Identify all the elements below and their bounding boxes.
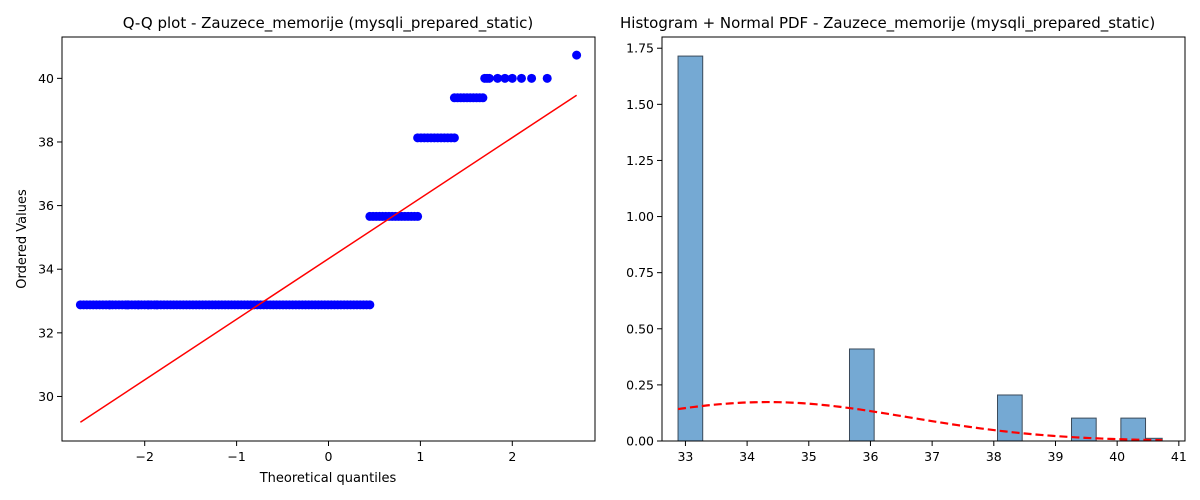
qq-point bbox=[478, 93, 488, 103]
histogram-y-tick-label: 1.75 bbox=[626, 41, 654, 56]
histogram-x-tick-label: 38 bbox=[986, 449, 1002, 464]
histogram-x-tick-label: 33 bbox=[677, 449, 693, 464]
qq-y-tick-label: 36 bbox=[38, 198, 54, 213]
histogram-x-tick-label: 39 bbox=[1048, 449, 1064, 464]
histogram-y-tick-label: 0.75 bbox=[626, 265, 654, 280]
histogram-y-ticks: 0.00 0.25 0.50 0.75 1.00 1.25 1.50 1.75 bbox=[626, 41, 662, 449]
qq-point bbox=[143, 300, 153, 310]
qq-plot-panel: Q-Q plot - Zauzece_memorije (mysqli_prep… bbox=[15, 14, 596, 486]
qq-point bbox=[542, 73, 552, 83]
qq-plot-y-ticks: 30 32 34 36 38 40 bbox=[38, 71, 62, 404]
qq-x-tick-label: 1 bbox=[416, 449, 424, 464]
histogram-bar bbox=[1120, 417, 1147, 442]
qq-point bbox=[527, 73, 537, 83]
qq-point bbox=[507, 73, 517, 83]
qq-point bbox=[500, 73, 510, 83]
qq-y-tick-label: 32 bbox=[38, 325, 54, 340]
histogram-frame bbox=[661, 36, 1186, 442]
histogram-x-tick-label: 40 bbox=[1109, 449, 1125, 464]
histogram-x-tick-label: 34 bbox=[739, 449, 755, 464]
qq-point bbox=[572, 50, 582, 60]
qq-plot-marks bbox=[75, 50, 582, 423]
histogram-x-ticks: 33 34 35 36 37 38 39 40 41 bbox=[677, 441, 1187, 464]
qq-plot-y-label: Ordered Values bbox=[15, 189, 30, 289]
normal-pdf-curve bbox=[677, 400, 1163, 442]
qq-x-tick-label: −1 bbox=[227, 449, 245, 464]
qq-fit-line bbox=[79, 94, 578, 423]
histogram-bar bbox=[848, 348, 875, 442]
histogram-bar bbox=[997, 394, 1023, 442]
qq-point bbox=[493, 73, 503, 83]
histogram-y-tick-label: 1.25 bbox=[626, 153, 654, 168]
histogram-panel: Histogram + Normal PDF - Zauzece_memorij… bbox=[620, 14, 1187, 464]
qq-point bbox=[152, 300, 162, 310]
histogram-x-tick-label: 35 bbox=[801, 449, 817, 464]
qq-x-tick-label: −2 bbox=[135, 449, 153, 464]
histogram-x-tick-label: 41 bbox=[1171, 449, 1187, 464]
qq-point bbox=[413, 211, 423, 221]
histogram-y-tick-label: 0.25 bbox=[626, 377, 654, 392]
qq-point bbox=[449, 133, 459, 143]
histogram-x-tick-label: 36 bbox=[863, 449, 879, 464]
qq-plot-x-label: Theoretical quantiles bbox=[259, 471, 397, 486]
qq-point bbox=[365, 300, 375, 310]
qq-point bbox=[133, 300, 143, 310]
qq-plot-frame bbox=[61, 36, 596, 442]
qq-y-tick-label: 30 bbox=[38, 389, 54, 404]
qq-x-tick-label: 0 bbox=[325, 449, 333, 464]
histogram-y-tick-label: 0.00 bbox=[626, 434, 654, 449]
histogram-y-tick-label: 1.50 bbox=[626, 97, 654, 112]
histogram-y-tick-label: 0.50 bbox=[626, 321, 654, 336]
qq-point bbox=[122, 300, 132, 310]
histogram-y-tick-label: 1.00 bbox=[626, 209, 654, 224]
histogram-x-tick-label: 37 bbox=[924, 449, 940, 464]
qq-point bbox=[105, 300, 115, 310]
qq-y-tick-label: 34 bbox=[38, 262, 54, 277]
histogram-marks bbox=[677, 55, 1163, 442]
qq-plot-x-ticks: −2 −1 0 1 2 bbox=[135, 441, 516, 464]
qq-y-tick-label: 40 bbox=[38, 71, 54, 86]
qq-y-tick-label: 38 bbox=[38, 134, 54, 149]
qq-plot-title: Q-Q plot - Zauzece_memorije (mysqli_prep… bbox=[123, 14, 534, 33]
histogram-title: Histogram + Normal PDF - Zauzece_memorij… bbox=[620, 14, 1155, 33]
qq-point bbox=[516, 73, 526, 83]
qq-point bbox=[484, 73, 494, 83]
histogram-bar bbox=[677, 55, 704, 442]
qq-x-tick-label: 2 bbox=[508, 449, 516, 464]
